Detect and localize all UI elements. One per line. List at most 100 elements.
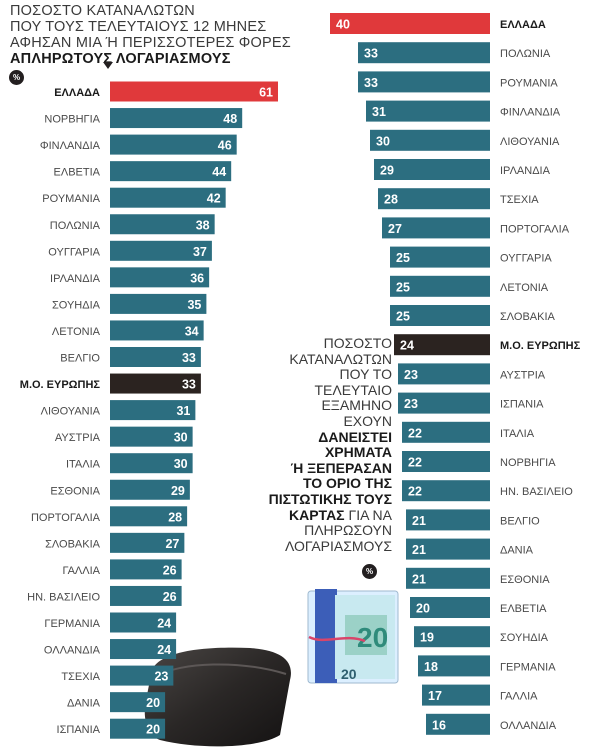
left-bar-6 — [110, 240, 212, 261]
right-chart-title: ΠΟΣΟΣΤΟ ΚΑΤΑΝΑΛΩΤΩΝ ΠΟΥ ΤΟ ΤΕΛΕΥΤΑΙΟ ΕΞΑ… — [252, 335, 392, 554]
left-bar-9 — [110, 320, 204, 341]
right-value-label-9: 25 — [396, 280, 410, 294]
right-category-label-5: ΙΡΛΑΝΔΙΑ — [500, 165, 551, 177]
svg-text:20: 20 — [341, 666, 357, 682]
left-value-label-14: 30 — [174, 457, 188, 471]
left-category-label-3: ΕΛΒΕΤΙΑ — [54, 167, 101, 179]
right-title-line7: ΔΑΝΕΙΣΤΕΙ — [318, 428, 392, 445]
right-bar-5 — [374, 159, 490, 180]
right-category-label-9: ΛΕΤΟΝΙΑ — [500, 282, 549, 294]
left-bar-23 — [110, 692, 166, 713]
right-category-label-4: ΛΙΘΟΥΑΝΙΑ — [500, 136, 560, 148]
left-value-label-21: 24 — [157, 643, 171, 657]
right-value-label-20: 20 — [416, 602, 430, 616]
svg-text:20: 20 — [357, 622, 388, 653]
left-value-label-1: 48 — [223, 112, 237, 126]
right-value-label-17: 21 — [412, 514, 426, 528]
left-category-label-18: ΓΑΛΛΙΑ — [63, 565, 101, 577]
left-value-label-4: 42 — [207, 192, 221, 206]
left-category-label-11: Μ.Ο. ΕΥΡΩΠΗΣ — [20, 379, 101, 391]
right-category-label-2: ΡΟΥΜΑΝΙΑ — [500, 77, 558, 89]
right-category-label-21: ΣΟΥΗΔΙΑ — [500, 632, 549, 644]
right-title-line12: ΚΑΡΤΑΣ ΓΙΑ ΝΑ — [252, 506, 392, 524]
right-value-label-14: 22 — [408, 426, 422, 440]
left-category-label-22: ΤΣΕΧΙΑ — [61, 671, 100, 683]
left-value-label-3: 44 — [212, 165, 226, 179]
right-category-label-13: ΙΣΠΑΝΙΑ — [500, 399, 544, 411]
right-value-label-12: 23 — [404, 368, 418, 382]
left-value-label-8: 35 — [187, 298, 201, 312]
left-bar-2 — [110, 134, 237, 155]
right-value-label-10: 25 — [396, 310, 410, 324]
right-value-label-2: 33 — [364, 76, 378, 90]
left-bar-12 — [110, 400, 196, 421]
right-bar-11 — [394, 334, 490, 356]
right-category-label-23: ΓΑΛΛΙΑ — [500, 691, 538, 703]
right-title-line12-rest: ΓΙΑ ΝΑ — [344, 506, 392, 523]
left-value-label-19: 26 — [163, 590, 177, 604]
right-category-label-12: ΑΥΣΤΡΙΑ — [500, 369, 546, 381]
left-value-label-15: 29 — [171, 484, 185, 498]
left-title-line2: ΠΟΥ ΤΟΥΣ ΤΕΛΕΥΤΑΙΟΥΣ 12 ΜΗΝΕΣ — [10, 19, 267, 35]
right-value-label-8: 25 — [396, 251, 410, 265]
right-title-line9: Ή ΞΕΠΕΡΑΣΑΝ — [290, 459, 392, 476]
left-category-label-14: ΙΤΑΛΙΑ — [66, 459, 101, 471]
left-category-label-15: ΕΣΘΟΝΙΑ — [50, 485, 100, 497]
left-bar-8 — [110, 293, 207, 314]
right-category-label-1: ΠΟΛΩΝΙΑ — [500, 48, 551, 60]
left-category-label-20: ΓΕΡΜΑΝΙΑ — [44, 618, 100, 630]
left-category-label-0: ΕΛΛΑΔΑ — [54, 87, 100, 99]
right-category-label-8: ΟΥΓΓΑΡΙΑ — [500, 253, 552, 265]
right-category-label-10: ΣΛΟΒΑΚΙΑ — [500, 311, 556, 323]
right-title-line13: ΠΛΗΡΩΣΟΥΝ — [304, 522, 392, 539]
right-bar-3 — [366, 100, 490, 122]
left-value-label-22: 23 — [154, 670, 168, 684]
left-category-label-6: ΟΥΓΓΑΡΙΑ — [48, 246, 100, 258]
right-value-label-1: 33 — [364, 47, 378, 61]
right-category-label-24: ΟΛΛΑΝΔΙΑ — [500, 720, 557, 732]
left-value-label-23: 20 — [146, 696, 160, 710]
left-category-label-24: ΙΣΠΑΝΙΑ — [57, 724, 101, 736]
right-category-label-17: ΒΕΛΓΙΟ — [500, 515, 540, 527]
left-bar-13 — [110, 426, 193, 447]
right-bar-19 — [406, 567, 490, 589]
right-value-label-19: 21 — [412, 572, 426, 586]
left-bar-14 — [110, 453, 193, 474]
right-bar-22 — [418, 655, 490, 677]
left-bar-0 — [110, 81, 278, 102]
right-bar-12 — [398, 363, 490, 385]
left-value-label-5: 38 — [196, 218, 210, 232]
left-category-label-1: ΝΟΡΒΗΓΙΑ — [44, 114, 100, 126]
left-bar-18 — [110, 559, 182, 580]
right-bar-4 — [370, 129, 490, 151]
left-category-label-10: ΒΕΛΓΙΟ — [60, 353, 100, 365]
right-value-label-15: 22 — [408, 456, 422, 470]
left-category-label-7: ΙΡΛΑΝΔΙΑ — [50, 273, 101, 285]
right-bar-0 — [330, 13, 490, 34]
left-bar-10 — [110, 347, 201, 367]
left-bar-19 — [110, 585, 182, 606]
right-bar-7 — [382, 217, 490, 239]
right-category-label-11: Μ.Ο. ΕΥΡΩΠΗΣ — [500, 340, 581, 352]
left-bar-7 — [110, 267, 210, 288]
right-bar-6 — [378, 188, 490, 210]
right-title-line11: ΠΙΣΤΩΤΙΚΗΣ ΤΟΥΣ — [268, 490, 392, 507]
left-bar-21 — [110, 639, 177, 660]
right-title-line1: ΠΟΣΟΣΤΟ — [323, 335, 392, 351]
left-category-label-13: ΑΥΣΤΡΙΑ — [55, 432, 101, 444]
right-title-line8: ΧΡΗΜΑΤΑ — [324, 444, 392, 461]
right-category-label-14: ΙΤΑΛΙΑ — [500, 428, 535, 440]
right-value-label-0: 40 — [336, 18, 350, 32]
right-bar-17 — [406, 509, 490, 531]
right-category-label-22: ΓΕΡΜΑΝΙΑ — [500, 661, 556, 673]
left-category-label-19: ΗΝ. ΒΑΣΙΛΕΙΟ — [27, 591, 100, 603]
right-bar-23 — [422, 684, 490, 706]
left-category-label-23: ΔΑΝΙΑ — [67, 698, 101, 710]
right-bar-1 — [358, 42, 490, 64]
left-category-label-5: ΠΟΛΩΝΙΑ — [50, 220, 101, 232]
right-value-label-21: 19 — [420, 631, 434, 645]
left-value-label-0: 61 — [259, 86, 273, 100]
left-category-label-2: ΦΙΝΛΑΝΔΙΑ — [40, 140, 101, 152]
right-category-label-20: ΕΛΒΕΤΙΑ — [500, 603, 547, 615]
